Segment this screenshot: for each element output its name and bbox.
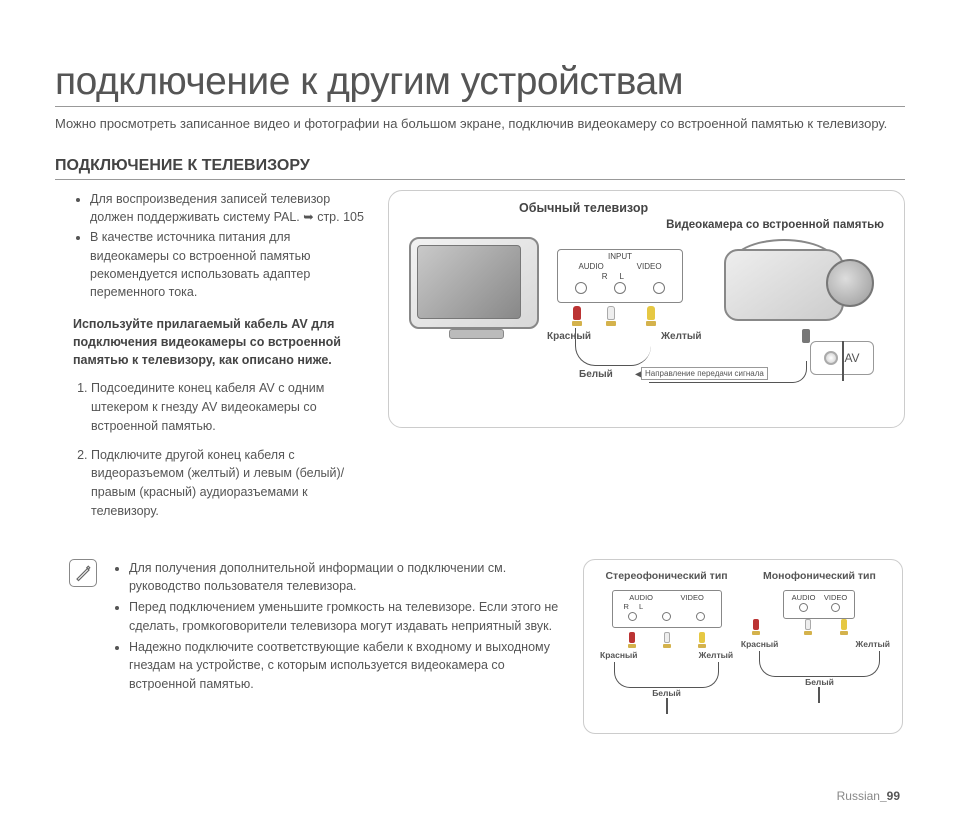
r-label: R	[602, 272, 608, 281]
jack-icon	[628, 612, 637, 621]
connection-types-diagram: Стереофонический тип AUDIO VIDEO R L	[583, 559, 903, 734]
rca-plug-yellow	[841, 619, 847, 635]
note-icon	[69, 559, 97, 587]
mono-input-panel: AUDIO VIDEO	[783, 590, 855, 619]
rca-plug-red	[753, 619, 759, 635]
yellow-label: Желтый	[661, 331, 702, 342]
cable-segment	[759, 651, 880, 677]
input-label: INPUT	[562, 252, 678, 261]
tv-icon	[409, 237, 544, 337]
jack-audio-l	[614, 282, 626, 294]
r-label: R	[624, 602, 629, 611]
video-label: VIDEO	[637, 262, 662, 271]
bullet-item: Для воспроизведения записей телевизор до…	[90, 190, 370, 226]
mono-title: Монофонический тип	[749, 570, 890, 582]
step-item: Подключите другой конец кабеля с видеора…	[91, 446, 370, 521]
rca-plug-red	[629, 632, 635, 648]
instruction-bold: Используйте прилагаемый кабель AV для по…	[73, 315, 370, 369]
mono-type-column: Монофонический тип AUDIO VIDEO	[749, 570, 890, 721]
section-title: ПОДКЛЮЧЕНИE К ТЕЛЕВИЗОРУ	[55, 157, 905, 180]
white-label: Белый	[596, 688, 737, 698]
yellow-label: Желтый	[699, 650, 733, 660]
stereo-type-column: Стереофонический тип AUDIO VIDEO R L	[596, 570, 737, 721]
cable-segment	[649, 361, 807, 383]
white-label: Белый	[579, 369, 613, 380]
page-title: подключение к другим устройствам	[55, 60, 905, 107]
tv-screen	[417, 245, 521, 319]
l-label: L	[620, 272, 624, 281]
rca-plug-red	[573, 306, 581, 328]
camcorder-label: Видеокамера со встроенной памятью	[666, 219, 884, 231]
footer-language: Russian	[837, 789, 880, 803]
note-item: Для получения дополнительной информации …	[129, 559, 569, 597]
stereo-input-panel: AUDIO VIDEO R L	[612, 590, 722, 628]
audio-label: AUDIO	[792, 593, 816, 602]
content-row: Для воспроизведения записей телевизор до…	[55, 190, 905, 530]
audio-label: AUDIO	[578, 262, 603, 271]
intro-text: Можно просмотреть записанное видео и фот…	[55, 115, 905, 133]
jack-icon	[831, 603, 840, 612]
step-item: Подсоедините конец кабеля AV с одним ште…	[91, 379, 370, 435]
red-label: Красный	[741, 639, 778, 649]
tv-input-panel: INPUT AUDIO VIDEO R L	[557, 249, 683, 303]
video-label: VIDEO	[824, 593, 847, 602]
footer-page-number: _99	[880, 789, 900, 803]
page-content: подключение к другим устройствам Можно п…	[55, 60, 905, 734]
page-footer: Russian_99	[837, 789, 900, 803]
note-item: Перед подключением уменьшите громкость н…	[129, 598, 569, 636]
red-label: Красный	[600, 650, 637, 660]
video-label: VIDEO	[680, 593, 703, 602]
rca-plug-yellow	[647, 306, 655, 328]
cable-segment	[842, 341, 844, 381]
av-plug-icon	[824, 351, 838, 365]
camcorder-lens	[826, 259, 874, 307]
audio-label: AUDIO	[629, 593, 653, 602]
l-label: L	[639, 602, 643, 611]
jack-video	[653, 282, 665, 294]
connection-diagram: Обычный телевизор Видеокамера со встроен…	[388, 190, 905, 428]
note-item: Надежно подключите соответствующие кабел…	[129, 638, 569, 694]
jack-audio-r	[575, 282, 587, 294]
white-label: Белый	[749, 677, 890, 687]
left-column: Для воспроизведения записей телевизор до…	[55, 190, 370, 530]
tv-stand	[449, 329, 504, 339]
bullet-item: В качестве источника питания для видеока…	[90, 228, 370, 301]
steps-list: Подсоедините конец кабеля AV с одним ште…	[91, 379, 370, 520]
camcorder-icon	[694, 237, 886, 347]
rca-plug-yellow	[699, 632, 705, 648]
stereo-title: Стереофонический тип	[596, 570, 737, 582]
rca-plug-white	[664, 632, 670, 648]
notes-list: Для получения дополнительной информации …	[129, 559, 569, 696]
yellow-label: Желтый	[856, 639, 890, 649]
cable-segment	[818, 687, 820, 703]
cable-segment	[666, 698, 668, 714]
rca-plug-white	[805, 619, 811, 635]
av-label: AV	[844, 351, 859, 365]
right-column: Обычный телевизор Видеокамера со встроен…	[388, 190, 905, 530]
single-plug-icon	[802, 329, 810, 343]
tv-label: Обычный телевизор	[519, 201, 648, 215]
cable-segment	[575, 328, 651, 366]
jack-icon	[662, 612, 671, 621]
notes-row: Для получения дополнительной информации …	[55, 559, 905, 734]
jack-icon	[799, 603, 808, 612]
requirements-list: Для воспроизведения записей телевизор до…	[90, 190, 370, 301]
jack-icon	[696, 612, 705, 621]
rca-plug-white	[607, 306, 615, 328]
cable-segment	[614, 662, 719, 688]
